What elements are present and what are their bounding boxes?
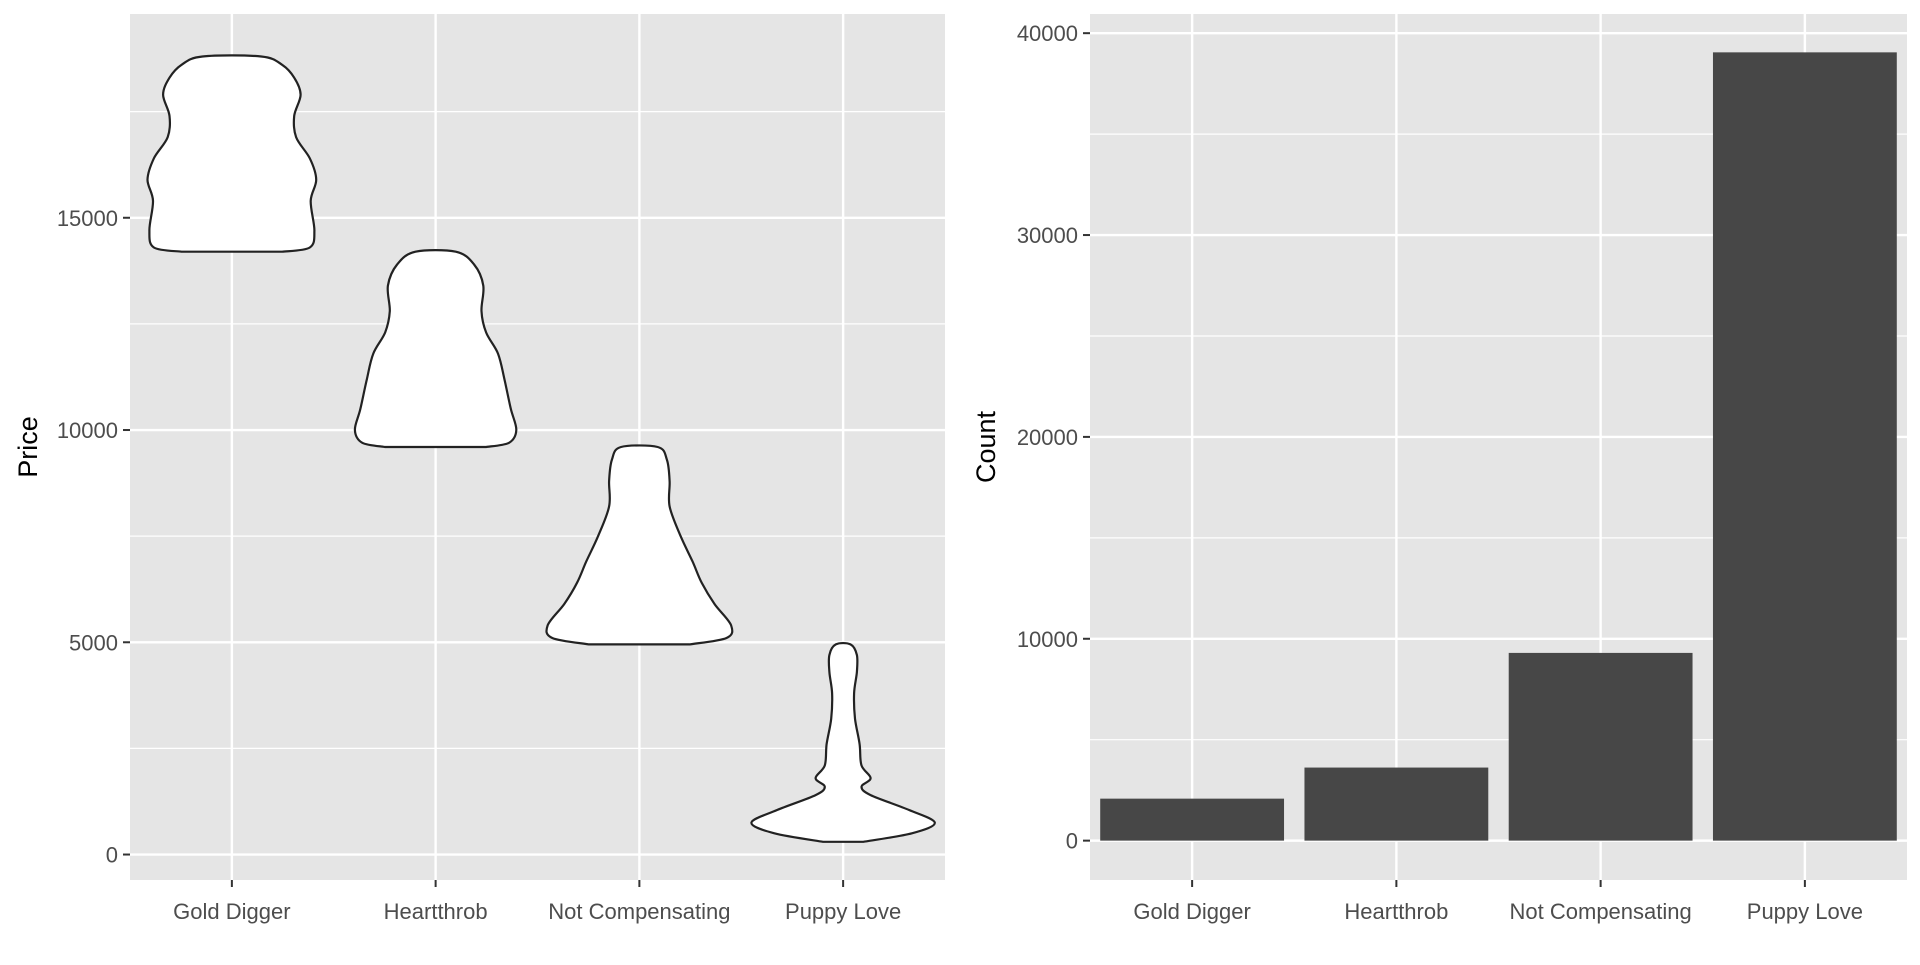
y-tick-label: 15000 [57, 206, 118, 231]
bar-gold-digger [1100, 798, 1285, 841]
x-tick-label: Heartthrob [384, 899, 488, 924]
y-tick-label: 0 [1066, 829, 1078, 854]
violin-not-compensating [545, 444, 734, 646]
price-violin-panel: 0 5000 10000 15000 Gold Digger Heartthrob Not … [13, 14, 945, 924]
x-tick-label: Puppy Love [785, 899, 901, 924]
x-tick-label: Gold Digger [1133, 899, 1250, 924]
y-axis-title: Count [971, 410, 1001, 483]
x-tick-label: Puppy Love [1747, 899, 1863, 924]
y-tick-label: 20000 [1017, 425, 1078, 450]
violin-gold-digger [146, 54, 318, 253]
count-bar-panel: 0 10000 20000 30000 40000 Gold Digger Heartthr… [971, 14, 1907, 924]
x-tick-label: Not Compensating [1510, 899, 1692, 924]
bar-not-compensating [1508, 652, 1693, 841]
x-tick-label: Heartthrob [1344, 899, 1448, 924]
y-tick-label: 40000 [1017, 21, 1078, 46]
y-tick-label: 5000 [69, 630, 118, 655]
violin-heartthrob [353, 249, 518, 449]
y-tick-label: 10000 [1017, 627, 1078, 652]
bar-heartthrob [1304, 767, 1489, 841]
bar-puppy-love [1712, 52, 1897, 841]
y-tick-label: 0 [106, 843, 118, 868]
y-tick-label: 30000 [1017, 223, 1078, 248]
y-tick-label: 10000 [57, 418, 118, 443]
y-axis-title: Price [13, 416, 43, 478]
violin-puppy-love [750, 641, 936, 843]
x-tick-label: Not Compensating [548, 899, 730, 924]
x-tick-label: Gold Digger [173, 899, 290, 924]
